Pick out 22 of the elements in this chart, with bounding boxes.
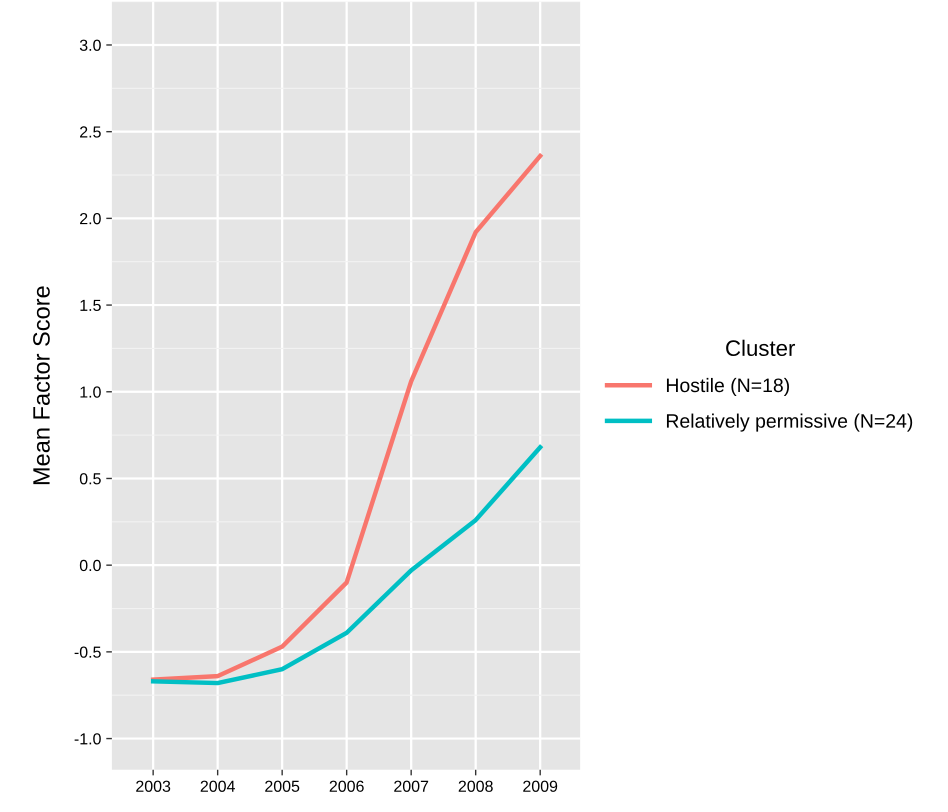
line-series xyxy=(150,445,542,686)
y-tick-label: 1.0 xyxy=(80,386,101,398)
legend-label: Hostile (N=18) xyxy=(666,378,789,396)
x-tick-label: 2005 xyxy=(265,780,300,792)
x-tick-label: 2007 xyxy=(394,780,428,792)
legend-label: Relatively permissive (N=24) xyxy=(666,414,912,432)
y-tick-label: 0.0 xyxy=(80,560,101,572)
y-tick-label: -0.5 xyxy=(74,646,101,658)
y-tick-label: 0.5 xyxy=(80,473,101,484)
y-tick-label: 3.0 xyxy=(80,40,101,51)
legend-title: Cluster xyxy=(726,340,796,356)
line-series xyxy=(150,154,542,682)
y-tick-label: 2.0 xyxy=(80,213,101,224)
x-tick-label: 2008 xyxy=(458,780,493,792)
x-tick-label: 2006 xyxy=(330,780,364,792)
x-tick-label: 2004 xyxy=(200,780,235,792)
x-tick-label: 2009 xyxy=(523,780,558,792)
y-tick-label: -1.0 xyxy=(74,733,101,745)
y-axis-title: Mean Factor Score xyxy=(33,286,50,484)
x-tick-label: 2003 xyxy=(136,780,170,792)
y-tick-label: 2.5 xyxy=(80,126,101,138)
y-tick-label: 1.5 xyxy=(80,300,101,312)
